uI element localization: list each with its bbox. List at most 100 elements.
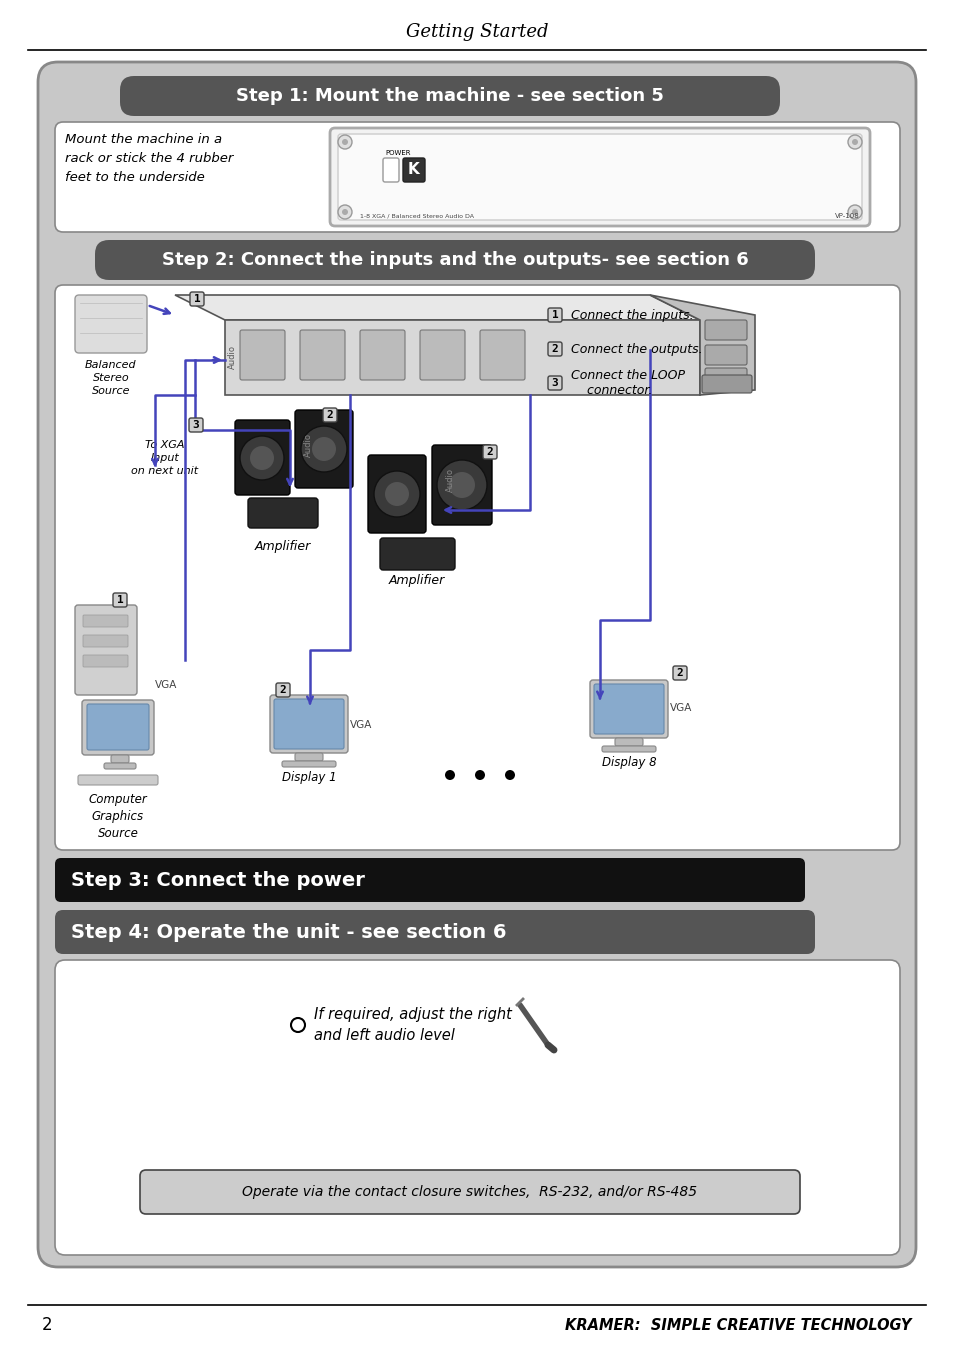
FancyBboxPatch shape (140, 1169, 800, 1214)
FancyBboxPatch shape (55, 960, 899, 1255)
Text: Connect the LOOP
    connector.: Connect the LOOP connector. (571, 369, 684, 397)
Text: Display 8: Display 8 (601, 756, 656, 769)
FancyBboxPatch shape (189, 418, 203, 433)
Text: If required, adjust the right
and left audio level: If required, adjust the right and left a… (314, 1007, 512, 1042)
FancyBboxPatch shape (594, 684, 663, 734)
Circle shape (851, 210, 857, 215)
Text: 1: 1 (551, 310, 558, 320)
Text: 2: 2 (676, 668, 682, 677)
FancyBboxPatch shape (330, 128, 869, 226)
Text: To XGA
Input
on next unit: To XGA Input on next unit (132, 439, 198, 476)
FancyBboxPatch shape (87, 704, 149, 750)
Text: 2: 2 (551, 343, 558, 354)
Text: VGA: VGA (669, 703, 692, 713)
Text: 1: 1 (116, 595, 123, 604)
FancyBboxPatch shape (55, 910, 814, 955)
Circle shape (341, 139, 348, 145)
Text: KRAMER:  SIMPLE CREATIVE TECHNOLOGY: KRAMER: SIMPLE CREATIVE TECHNOLOGY (565, 1317, 911, 1333)
Circle shape (475, 771, 484, 780)
Circle shape (301, 426, 347, 472)
Circle shape (250, 446, 274, 470)
Text: Getting Started: Getting Started (405, 23, 548, 41)
FancyBboxPatch shape (55, 285, 899, 850)
FancyBboxPatch shape (55, 122, 899, 233)
Text: 1: 1 (193, 293, 200, 304)
FancyBboxPatch shape (704, 368, 746, 388)
Circle shape (337, 206, 352, 219)
Text: Step 3: Connect the power: Step 3: Connect the power (71, 871, 364, 890)
Circle shape (291, 1018, 305, 1032)
Circle shape (312, 437, 335, 461)
FancyBboxPatch shape (95, 241, 814, 280)
Text: VGA: VGA (154, 680, 177, 690)
Text: Step 4: Operate the unit - see section 6: Step 4: Operate the unit - see section 6 (71, 922, 506, 941)
FancyBboxPatch shape (701, 375, 751, 393)
FancyBboxPatch shape (704, 345, 746, 365)
FancyBboxPatch shape (601, 746, 656, 752)
FancyBboxPatch shape (337, 134, 862, 220)
Text: 2: 2 (326, 410, 333, 420)
Polygon shape (174, 295, 700, 320)
FancyBboxPatch shape (104, 763, 136, 769)
Text: Computer
Graphics
Source: Computer Graphics Source (89, 794, 147, 840)
Text: Balanced
Stereo
Source: Balanced Stereo Source (85, 360, 136, 396)
FancyBboxPatch shape (82, 700, 153, 754)
Text: Amplifier: Amplifier (254, 539, 311, 553)
Text: 1-8 XGA / Balanced Stereo Audio DA: 1-8 XGA / Balanced Stereo Audio DA (359, 214, 474, 219)
Text: 3: 3 (193, 420, 199, 430)
Text: VP-108: VP-108 (835, 214, 859, 219)
Text: 2: 2 (486, 448, 493, 457)
FancyBboxPatch shape (359, 330, 405, 380)
FancyBboxPatch shape (190, 292, 204, 306)
FancyBboxPatch shape (83, 615, 128, 627)
FancyBboxPatch shape (299, 330, 345, 380)
FancyBboxPatch shape (402, 158, 424, 183)
FancyBboxPatch shape (38, 62, 915, 1267)
Circle shape (847, 206, 862, 219)
FancyBboxPatch shape (120, 76, 780, 116)
FancyBboxPatch shape (282, 761, 335, 767)
Polygon shape (649, 295, 754, 395)
FancyBboxPatch shape (547, 308, 561, 322)
Text: 2: 2 (279, 685, 286, 695)
Circle shape (436, 460, 486, 510)
FancyBboxPatch shape (55, 859, 804, 902)
Circle shape (449, 472, 475, 498)
FancyBboxPatch shape (294, 410, 353, 488)
FancyBboxPatch shape (419, 330, 464, 380)
Circle shape (385, 483, 409, 506)
FancyBboxPatch shape (83, 654, 128, 667)
Text: 3: 3 (551, 379, 558, 388)
Text: Mount the machine in a
rack or stick the 4 rubber
feet to the underside: Mount the machine in a rack or stick the… (65, 132, 233, 184)
Circle shape (847, 135, 862, 149)
FancyBboxPatch shape (615, 738, 642, 746)
FancyBboxPatch shape (704, 320, 746, 339)
FancyBboxPatch shape (248, 498, 317, 529)
Text: Step 2: Connect the inputs and the outputs- see section 6: Step 2: Connect the inputs and the outpu… (161, 251, 747, 269)
Text: POWER: POWER (385, 150, 410, 155)
FancyBboxPatch shape (547, 342, 561, 356)
Text: Connect the outputs.: Connect the outputs. (571, 342, 702, 356)
FancyBboxPatch shape (111, 754, 129, 763)
Circle shape (444, 771, 455, 780)
FancyBboxPatch shape (275, 683, 290, 698)
Circle shape (851, 139, 857, 145)
Circle shape (504, 771, 515, 780)
FancyBboxPatch shape (323, 408, 336, 422)
Text: VGA: VGA (350, 721, 372, 730)
FancyBboxPatch shape (294, 753, 323, 761)
Text: Display 1: Display 1 (281, 771, 336, 784)
FancyBboxPatch shape (240, 330, 285, 380)
Text: Operate via the contact closure switches,  RS-232, and/or RS-485: Operate via the contact closure switches… (242, 1184, 697, 1199)
FancyBboxPatch shape (432, 445, 492, 525)
FancyBboxPatch shape (75, 295, 147, 353)
FancyBboxPatch shape (382, 158, 398, 183)
Text: Audio: Audio (445, 468, 454, 492)
FancyBboxPatch shape (270, 695, 348, 753)
Circle shape (341, 210, 348, 215)
Circle shape (337, 135, 352, 149)
Text: K: K (408, 162, 419, 177)
Text: Amplifier: Amplifier (389, 575, 445, 587)
Text: Connect the inputs.: Connect the inputs. (571, 308, 693, 322)
FancyBboxPatch shape (379, 538, 455, 571)
